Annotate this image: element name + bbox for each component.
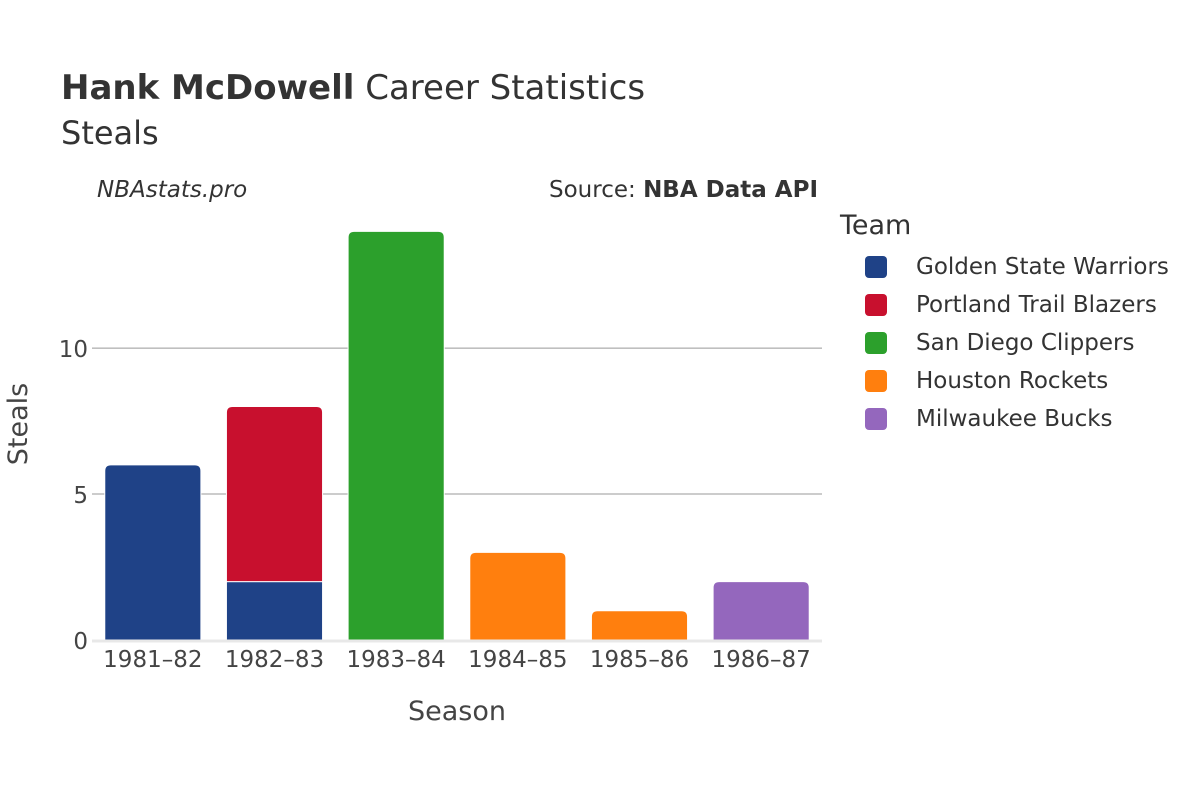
legend-item[interactable]: Houston Rockets [840, 362, 1169, 400]
x-tick-label: 1986–87 [712, 647, 811, 673]
source-name: NBA Data API [643, 177, 818, 203]
bar [712, 581, 810, 641]
x-tick-label: 1985–86 [590, 647, 689, 673]
legend: Team Golden State Warriors Portland Trai… [840, 208, 1169, 438]
source-prefix: Source: [549, 177, 644, 203]
chart-subtitle: Steals [61, 114, 159, 152]
watermark: NBAstats.pro [97, 177, 248, 203]
legend-swatch [865, 294, 887, 316]
source-credit: Source: NBA Data API [549, 177, 818, 203]
legend-swatch [865, 256, 887, 278]
legend-item[interactable]: Golden State Warriors [840, 248, 1169, 286]
x-tick-label: 1981–82 [103, 647, 202, 673]
y-tick-label: 5 [73, 483, 88, 509]
title-suffix: Career Statistics [365, 68, 646, 108]
legend-title: Team [840, 210, 912, 241]
y-tick-label: 10 [59, 337, 88, 363]
bar [104, 464, 202, 641]
chart-title: Hank McDowell Career Statistics [61, 66, 645, 110]
bar [469, 551, 567, 641]
bar [590, 610, 689, 641]
legend-label: Milwaukee Bucks [916, 406, 1113, 432]
x-tick-label: 1983–84 [347, 647, 446, 673]
player-name: Hank McDowell [61, 68, 355, 108]
legend-label: San Diego Clippers [916, 330, 1135, 356]
legend-label: Portland Trail Blazers [916, 292, 1157, 318]
x-axis-title: Season [408, 696, 506, 727]
legend-swatch [865, 370, 887, 392]
x-tick-label: 1984–85 [468, 647, 567, 673]
bar [225, 581, 324, 641]
y-axis-title: Steals [3, 383, 34, 465]
bar [347, 230, 445, 641]
bar [225, 405, 324, 583]
legend-swatch [865, 408, 887, 430]
legend-label: Golden State Warriors [916, 254, 1169, 280]
legend-item[interactable]: Portland Trail Blazers [840, 286, 1169, 324]
legend-label: Houston Rockets [916, 368, 1109, 394]
legend-item[interactable]: San Diego Clippers [840, 324, 1169, 362]
legend-item[interactable]: Milwaukee Bucks [840, 400, 1169, 438]
x-tick-label: 1982–83 [225, 647, 324, 673]
legend-swatch [865, 332, 887, 354]
y-tick-label: 0 [73, 629, 88, 655]
